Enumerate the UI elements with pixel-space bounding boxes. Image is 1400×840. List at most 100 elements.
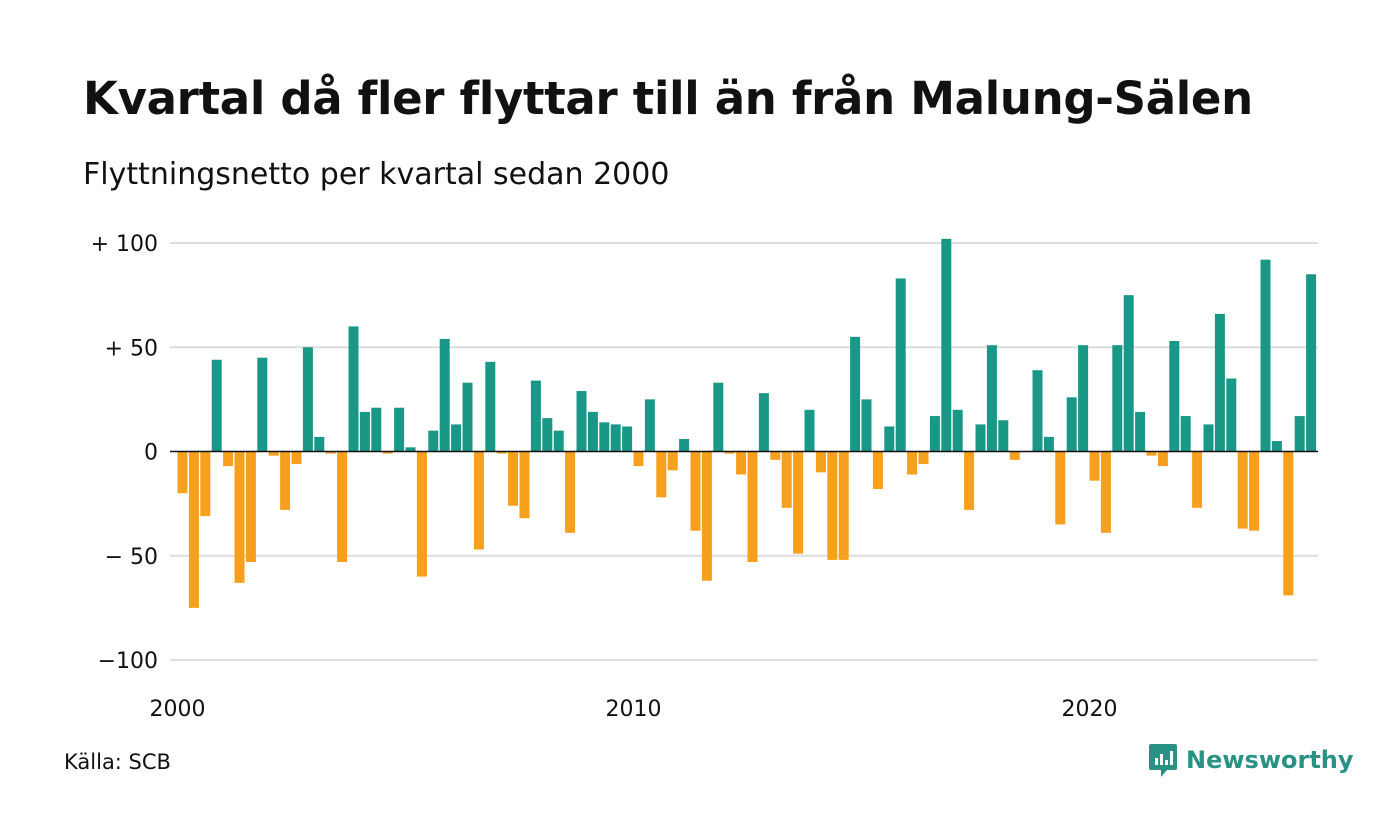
bar <box>542 418 553 452</box>
bar <box>382 451 393 454</box>
bar <box>736 451 747 475</box>
bar <box>565 451 576 533</box>
bar <box>872 451 883 490</box>
y-tick-label: + 100 <box>91 232 158 257</box>
bar <box>998 420 1009 452</box>
source-note: Källa: SCB <box>64 750 171 774</box>
bar <box>1260 259 1271 452</box>
y-axis-ticks: + 100 + 50 0 − 50 −100 <box>91 232 158 674</box>
bar <box>188 451 199 608</box>
bar <box>633 451 644 467</box>
bar <box>1043 436 1054 452</box>
bar <box>1100 451 1111 533</box>
bar <box>964 451 975 510</box>
bar <box>1226 378 1237 452</box>
bar <box>177 451 188 494</box>
x-tick-label: 2010 <box>606 697 662 722</box>
chart-subtitle: Flyttningsnetto per kvartal sedan 2000 <box>83 157 670 192</box>
bar <box>553 430 564 452</box>
bar <box>644 399 655 452</box>
bar <box>462 382 473 452</box>
bar <box>280 451 291 510</box>
bar <box>804 409 815 452</box>
bar <box>1283 451 1294 596</box>
bar <box>701 451 712 581</box>
bar <box>268 451 279 456</box>
bar <box>1180 416 1191 452</box>
bar <box>793 451 804 554</box>
bar <box>724 451 735 454</box>
bar <box>986 345 997 452</box>
bar <box>1146 451 1157 456</box>
bar <box>815 451 826 473</box>
bar <box>428 430 439 452</box>
bar <box>485 361 496 452</box>
bar <box>895 278 906 452</box>
bar <box>1294 416 1305 452</box>
chart-title: Kvartal då fler flyttar till än från Mal… <box>83 72 1253 125</box>
y-tick-label: − 50 <box>105 545 158 570</box>
bar <box>451 424 462 452</box>
bar <box>884 426 895 452</box>
bar <box>770 451 781 460</box>
bar <box>211 359 222 452</box>
bar <box>473 451 484 550</box>
bar <box>348 326 359 452</box>
x-axis-ticks: 2000 2010 2020 <box>150 697 1118 722</box>
brand-logo: Newsworthy <box>1148 742 1354 778</box>
bar <box>975 424 986 452</box>
bar <box>918 451 929 465</box>
bar <box>1066 397 1077 452</box>
bar <box>416 451 427 577</box>
brand-name: Newsworthy <box>1186 746 1354 774</box>
bars <box>177 238 1317 608</box>
bar <box>587 411 598 452</box>
y-tick-label: 0 <box>144 441 158 466</box>
bar <box>758 393 769 452</box>
x-tick-label: 2020 <box>1062 697 1118 722</box>
bar <box>1009 451 1020 460</box>
bar <box>371 407 382 452</box>
bar <box>1089 451 1100 481</box>
bar <box>394 407 405 452</box>
bar <box>325 451 336 454</box>
bar <box>1306 274 1317 452</box>
bar <box>200 451 211 517</box>
bar <box>1157 451 1168 467</box>
y-tick-label: + 50 <box>105 336 158 361</box>
bar <box>713 382 724 452</box>
bar <box>1192 451 1203 508</box>
bar <box>337 451 348 562</box>
bar <box>223 451 234 467</box>
bar <box>530 380 541 452</box>
bar <box>827 451 838 560</box>
bar <box>622 426 633 452</box>
bar <box>667 451 678 471</box>
bar <box>952 409 963 452</box>
bar <box>781 451 792 508</box>
bar <box>599 422 610 452</box>
y-tick-label: −100 <box>98 649 158 674</box>
bar <box>941 238 952 452</box>
bar <box>1078 345 1089 452</box>
bar <box>1214 313 1225 452</box>
bar <box>576 391 587 452</box>
bar <box>496 451 507 454</box>
x-tick-label: 2000 <box>150 697 206 722</box>
bar <box>1123 295 1134 452</box>
bar <box>1032 370 1043 452</box>
bar <box>690 451 701 531</box>
bar <box>1112 345 1123 452</box>
bar <box>245 451 256 562</box>
bar <box>850 336 861 452</box>
bar <box>907 451 918 475</box>
bar <box>1203 424 1214 452</box>
bar <box>610 424 621 452</box>
bar <box>1271 441 1282 452</box>
bar <box>929 416 940 452</box>
bar <box>257 357 268 452</box>
bar <box>1169 341 1180 452</box>
bar <box>838 451 849 560</box>
bar <box>359 411 370 452</box>
